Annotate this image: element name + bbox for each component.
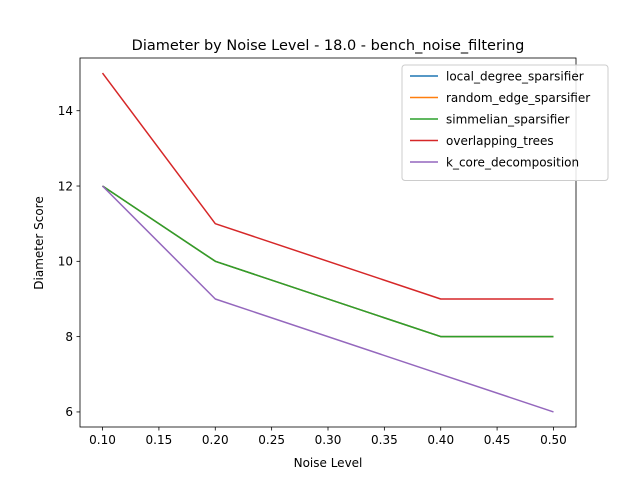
x-tick-label: 0.10: [89, 433, 116, 447]
legend-entry: random_edge_sparsifier: [446, 91, 590, 105]
legend-entry: overlapping_trees: [446, 134, 554, 148]
y-tick-label: 10: [58, 255, 73, 269]
series-line-k-core-decomposition: [101, 185, 554, 413]
y-tick-label: 8: [65, 330, 73, 344]
plot-lines: [101, 72, 554, 413]
y-axis-label: Diameter Score: [32, 196, 46, 289]
y-tick-label: 14: [58, 104, 73, 118]
y-tick-label: 6: [65, 405, 73, 419]
chart-title: Diameter by Noise Level - 18.0 - bench_n…: [132, 38, 525, 54]
x-axis: 0.10 0.15 0.20 0.25 0.30 0.35 0.40 0.45 0.50: [89, 427, 567, 447]
x-tick-label: 0.35: [371, 433, 398, 447]
x-tick-label: 0.30: [315, 433, 342, 447]
series-line-overlapping-trees: [101, 72, 554, 300]
x-tick-label: 0.20: [202, 433, 229, 447]
x-axis-label: Noise Level: [294, 456, 363, 470]
x-tick-label: 0.50: [540, 433, 567, 447]
y-tick-label: 12: [58, 179, 73, 193]
x-tick-label: 0.15: [146, 433, 173, 447]
x-tick-label: 0.40: [427, 433, 454, 447]
y-axis: 6 8 10 12 14: [58, 104, 80, 419]
series-line-simmelian-sparsifier: [102, 185, 554, 338]
legend-entry: simmelian_sparsifier: [446, 112, 570, 126]
legend-entry: k_core_decomposition: [446, 155, 579, 169]
legend-box: [401, 64, 609, 181]
legend: local_degree_sparsifier random_edge_spars…: [401, 64, 609, 181]
x-tick-label: 0.45: [484, 433, 511, 447]
x-tick-label: 0.25: [258, 433, 285, 447]
legend-entry: local_degree_sparsifier: [446, 69, 584, 83]
